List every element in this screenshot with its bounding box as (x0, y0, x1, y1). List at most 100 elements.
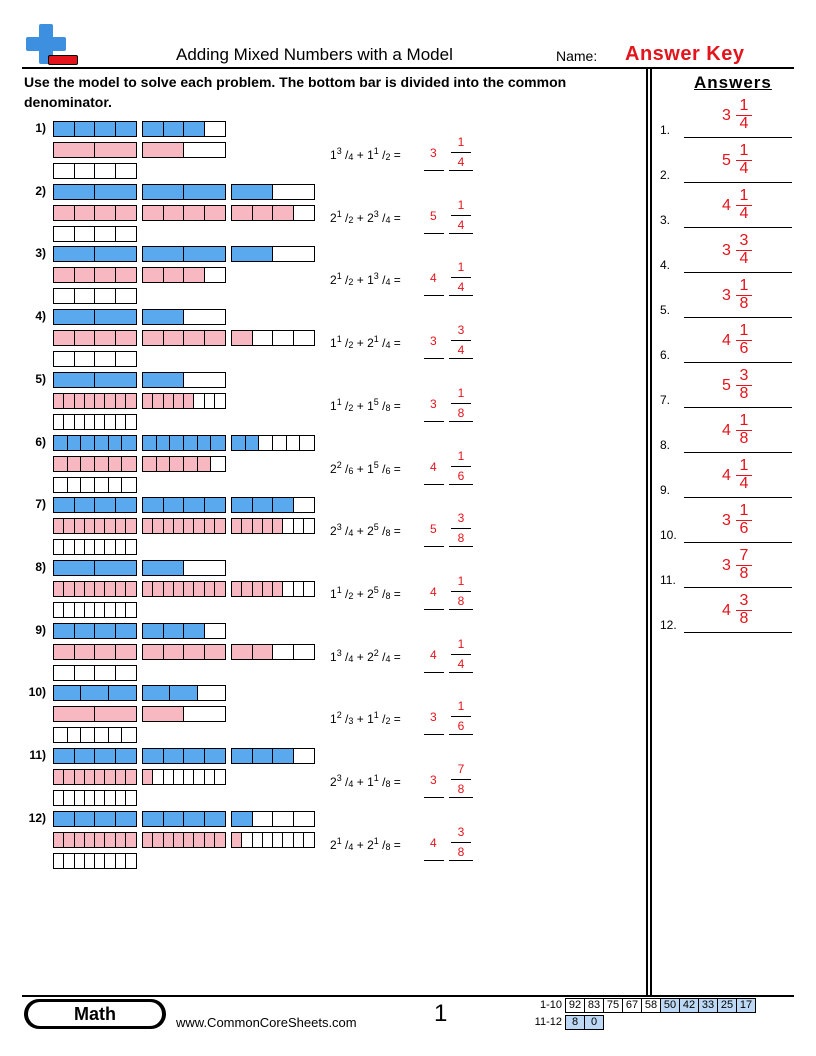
fraction-line (736, 475, 752, 476)
bar-cell (273, 435, 287, 450)
fraction-bar (53, 392, 137, 409)
equation-part: 8 (385, 590, 391, 601)
bar-cell (283, 519, 294, 534)
score-range-label: 1-10 (539, 999, 562, 1011)
fraction-bar (142, 392, 226, 409)
fraction-bar (53, 810, 137, 827)
bar-cell (184, 435, 198, 450)
bar-cell (163, 749, 184, 763)
fraction-line (736, 115, 752, 116)
bar-cell (54, 289, 75, 304)
answer-line (684, 497, 792, 498)
bar-cell (105, 832, 116, 847)
answer-key-whole: 4 (722, 332, 731, 349)
score-cell: 8 (565, 1015, 585, 1030)
bar-cell (95, 456, 109, 471)
bar-cell (54, 247, 96, 262)
score-row: 11-12 8 0 (528, 1015, 604, 1030)
answer-numerator: 1 (457, 135, 465, 149)
equation-part: 3 (348, 716, 354, 727)
bar-cell (54, 456, 68, 471)
fraction-line (451, 716, 471, 718)
bar-cell (303, 581, 314, 596)
fraction-model-row (53, 748, 315, 764)
bar-cell (262, 519, 273, 534)
fraction-bar (142, 497, 226, 514)
bar-cell (54, 414, 65, 429)
bar-cell (194, 519, 205, 534)
bar-cell (170, 686, 198, 701)
bar-cell (184, 331, 205, 346)
answer-line (684, 317, 792, 318)
bar-cell (273, 749, 294, 763)
equation-part: 3 (336, 522, 342, 533)
answer-box: 4 1 6 (424, 449, 476, 485)
answer-underline (449, 170, 473, 171)
answer-numerator: 1 (457, 385, 465, 400)
bar-cell (64, 519, 75, 534)
fraction-line (736, 205, 752, 206)
fraction-bar (53, 622, 137, 639)
answer-box: 5 1 4 (424, 198, 476, 234)
bar-cell (74, 164, 95, 178)
bar-cell (122, 456, 136, 471)
bar-cell (54, 164, 75, 178)
answer-key-item: 12. 4 3 8 (660, 590, 796, 635)
bar-cell (105, 853, 116, 868)
answer-underline (449, 859, 473, 861)
fraction-model-row (53, 455, 226, 472)
answers-title: Answers (694, 73, 772, 92)
bar-cell (184, 770, 195, 784)
answer-underline (424, 358, 444, 360)
equation-part: 5 (373, 459, 379, 470)
answer-key-number: 9. (660, 483, 671, 497)
fraction-bar (142, 434, 226, 451)
answer-underline (449, 358, 473, 360)
answer-key-numerator: 1 (739, 457, 749, 474)
score-cell: 75 (603, 998, 623, 1013)
bar-cell (232, 498, 253, 513)
fraction-bar (53, 580, 137, 597)
bar-cell (54, 268, 75, 283)
problem-number: 4) (35, 309, 46, 324)
fraction-line (451, 653, 471, 655)
fraction-line (736, 565, 752, 566)
bar-cell (156, 435, 171, 450)
answer-key-item: 1. 3 1 4 (660, 95, 796, 140)
bar-cell (273, 205, 294, 220)
bar-cell (143, 749, 164, 763)
bar-cell (163, 811, 184, 826)
equation-part: 4 (385, 214, 391, 225)
answer-key-numerator: 1 (739, 502, 749, 519)
answer-key-numerator: 1 (739, 277, 749, 294)
answer-box: 5 3 8 (424, 511, 476, 548)
bar-cell (74, 832, 85, 847)
bar-cell (143, 372, 185, 387)
answer-key-numerator: 3 (739, 232, 749, 249)
bar-cell (115, 393, 126, 408)
bar-cell (293, 749, 314, 763)
bar-cell (242, 832, 253, 847)
answer-whole: 4 (430, 647, 437, 662)
bar-cell (54, 331, 75, 346)
answer-underline (424, 295, 444, 297)
bar-cell (252, 644, 273, 659)
equation-part: 1 (336, 396, 342, 407)
bar-cell (273, 581, 284, 596)
bar-cell (184, 519, 195, 534)
fraction-line (451, 340, 471, 342)
fraction-line (736, 295, 752, 296)
bar-cell (184, 372, 225, 387)
fraction-bar (53, 518, 137, 535)
bar-cell (54, 623, 75, 638)
page-number: 1 (434, 1000, 448, 1027)
bar-cell (108, 728, 123, 743)
bar-cell (273, 644, 294, 659)
bar-cell (232, 644, 253, 659)
answer-key-numerator: 1 (739, 142, 749, 159)
bar-cell (74, 289, 95, 304)
fraction-model-row (53, 831, 315, 848)
bar-cell (143, 435, 157, 450)
answer-line (684, 362, 792, 363)
bar-cell (204, 832, 215, 847)
